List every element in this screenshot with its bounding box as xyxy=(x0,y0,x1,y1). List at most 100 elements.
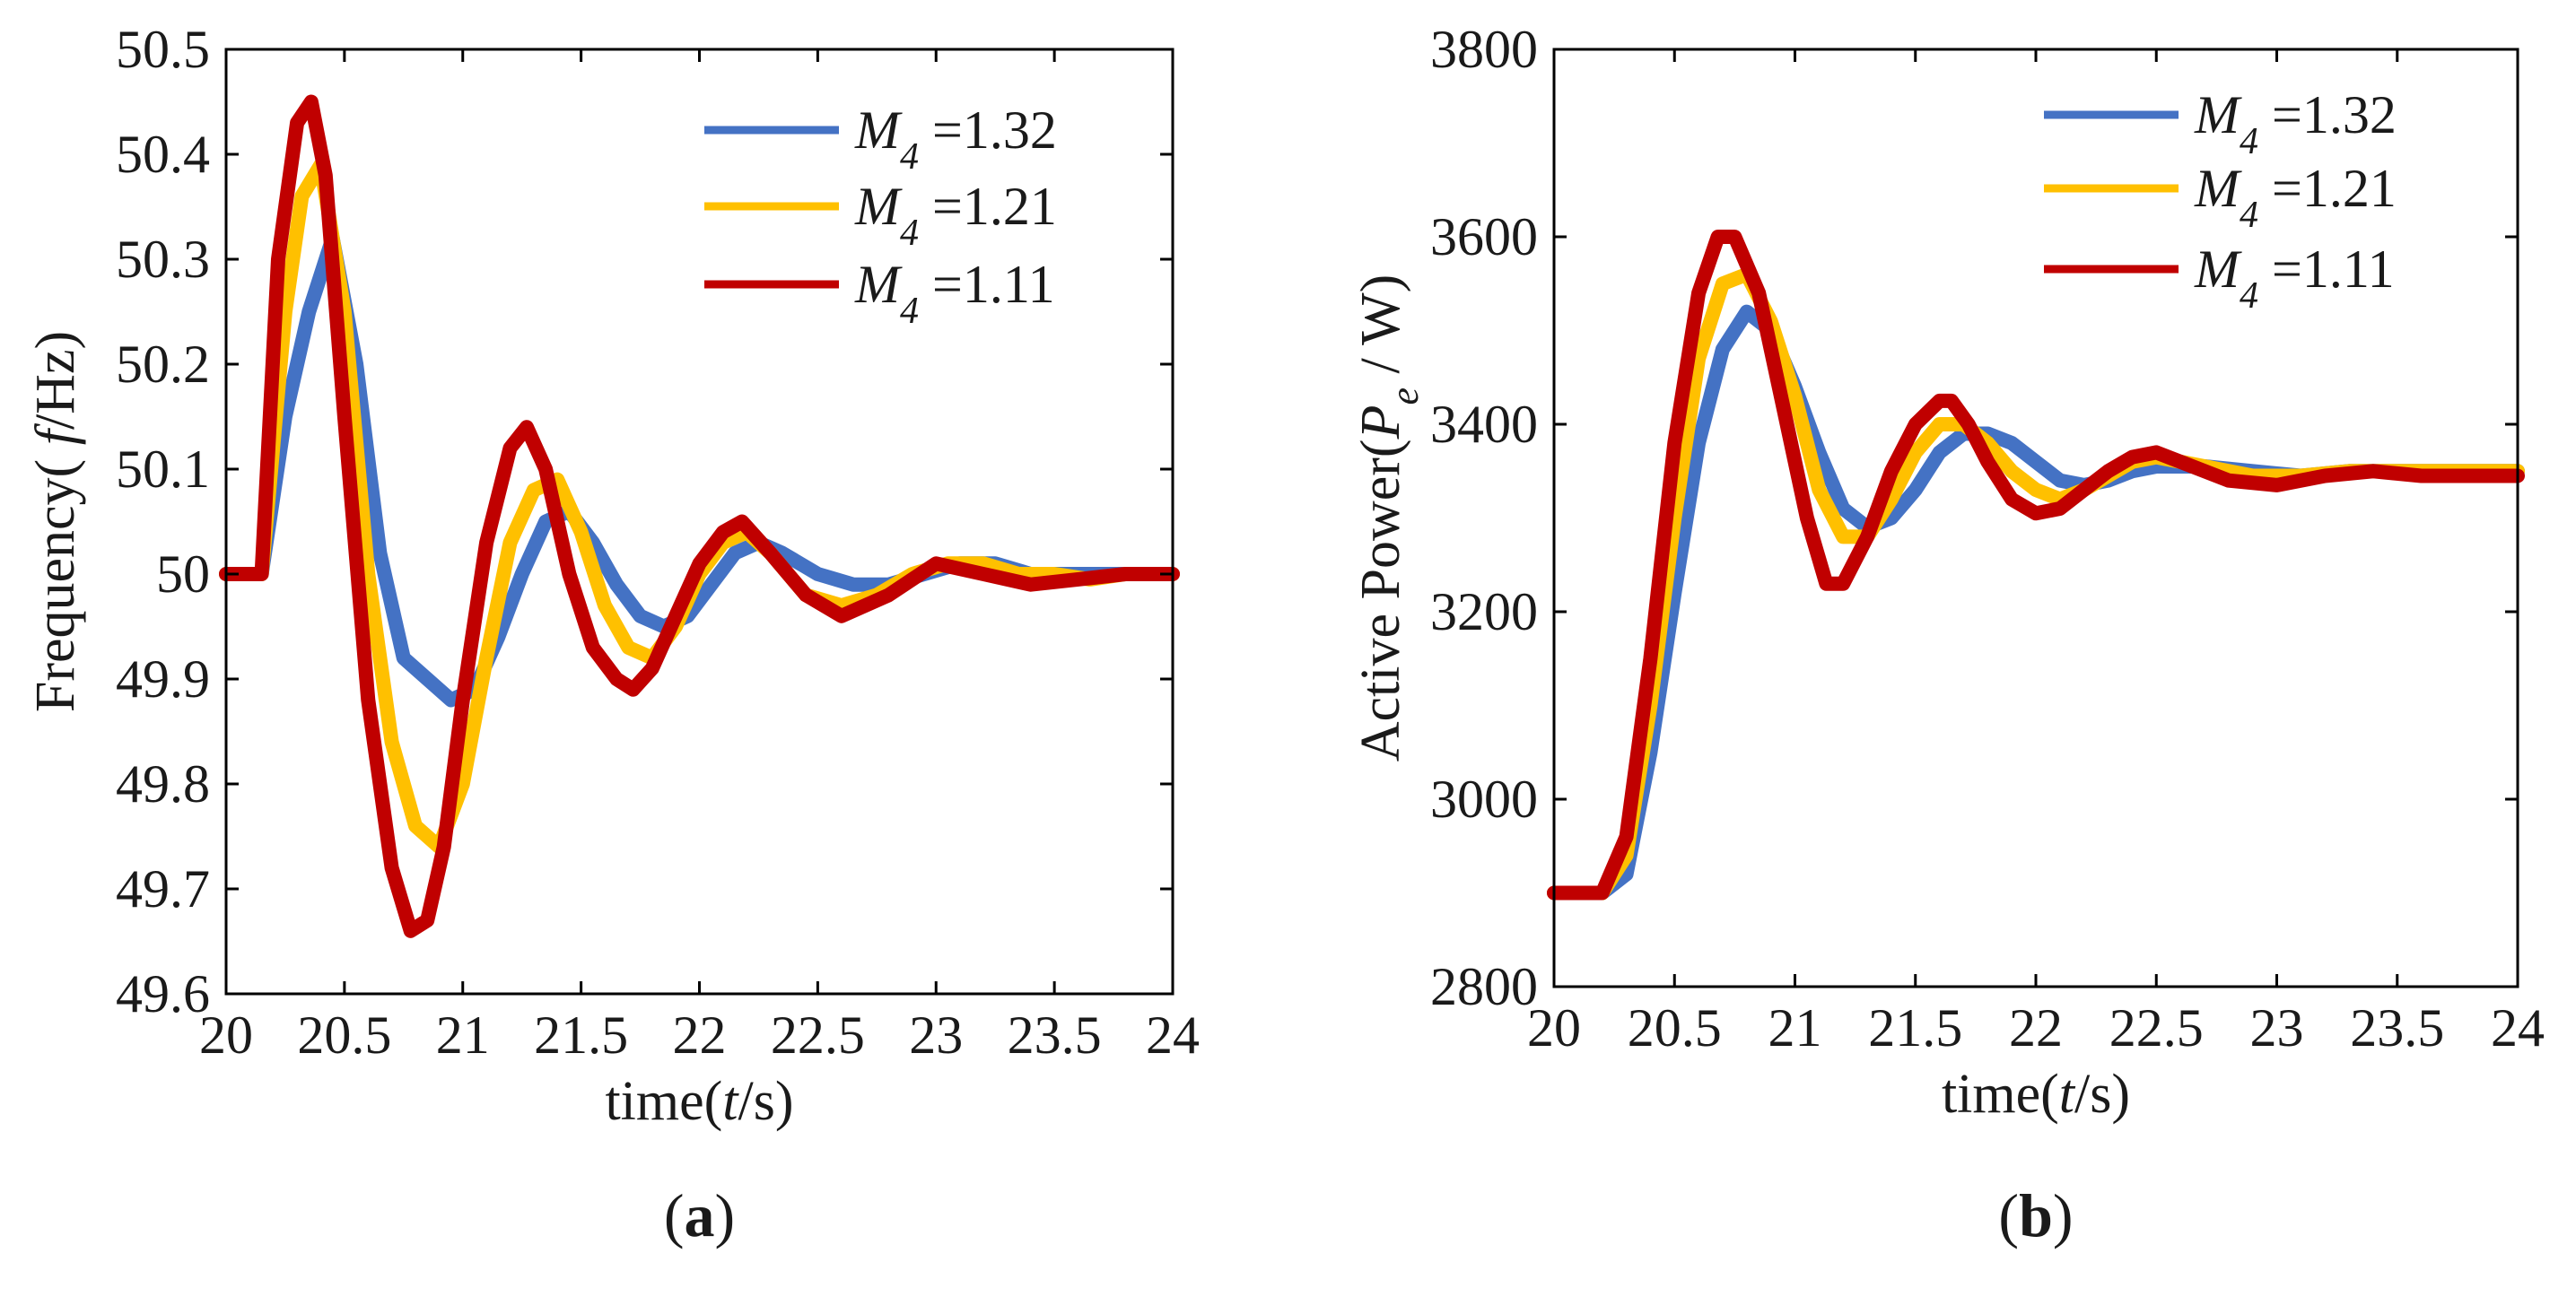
y-tick-label: 3200 xyxy=(1430,582,1538,641)
legend-subscript: 4 xyxy=(900,291,919,332)
panel-label-letter: a xyxy=(685,1181,715,1249)
legend-symbol: M xyxy=(2194,239,2242,299)
y-tick-label: 50 xyxy=(156,544,210,604)
legend-item-3: M4 =1.11 xyxy=(704,255,1055,332)
x-tick-label: 24 xyxy=(2491,998,2545,1058)
x-axis-label-prefix: time( xyxy=(605,1071,722,1132)
legend-label: M4 =1.11 xyxy=(854,255,1055,332)
legend-label: M4 =1.21 xyxy=(2194,159,2397,236)
legend-item-2: M4 =1.21 xyxy=(2044,159,2397,236)
y-tick-label: 3600 xyxy=(1430,207,1538,266)
ticks-layer-a: 20 20.5 21 21.5 22 22.5 23 23.5 24 49.6 49.7 49.8 49… xyxy=(116,20,1200,1065)
legend-subscript: 4 xyxy=(900,136,919,178)
y-tick-label: 50.1 xyxy=(116,440,210,499)
y-tick-label: 2800 xyxy=(1430,957,1538,1016)
legend-label: M4 =1.32 xyxy=(2194,85,2397,162)
x-axis-label-var: t xyxy=(2059,1064,2076,1125)
legend-symbol: M xyxy=(854,177,903,236)
y-tick-label: 49.7 xyxy=(116,859,210,918)
legend-value: =1.32 xyxy=(919,100,1057,160)
y-tick-label: 3800 xyxy=(1430,20,1538,79)
y-axis-label-suffix: / W) xyxy=(1350,274,1411,387)
legend-value: =1.32 xyxy=(2258,85,2397,144)
x-tick-label: 21 xyxy=(436,1005,490,1065)
legend-subscript: 4 xyxy=(900,213,919,254)
x-tick-label: 20.5 xyxy=(1628,998,1722,1058)
y-tick-label: 50.5 xyxy=(116,20,210,79)
x-tick-label: 20 xyxy=(1527,998,1581,1058)
y-tick-label: 49.9 xyxy=(116,649,210,709)
y-axis-label-prefix: Frequency( xyxy=(25,445,86,712)
x-tick-label: 24 xyxy=(1146,1005,1200,1065)
y-tick-label: 50.4 xyxy=(116,125,210,184)
y-tick-label: 3400 xyxy=(1430,395,1538,454)
x-axis-label-prefix: time( xyxy=(1942,1064,2059,1125)
x-tick-label: 21 xyxy=(1768,998,1822,1058)
y-tick-label: 49.8 xyxy=(116,754,210,814)
y-axis-label-prefix: Active Power( xyxy=(1350,439,1411,762)
x-tick-label: 22 xyxy=(2009,998,2063,1058)
x-tick-label: 21.5 xyxy=(534,1005,628,1065)
legend-item-1: M4 =1.32 xyxy=(2044,85,2397,162)
y-tick-label: 3000 xyxy=(1430,770,1538,829)
x-tick-label: 23.5 xyxy=(2350,998,2444,1058)
x-axis-label-suffix: /s) xyxy=(738,1071,794,1132)
legend-subscript: 4 xyxy=(2240,121,2258,162)
y-axis-label-var: P xyxy=(1350,405,1411,440)
x-axis-label-suffix: /s) xyxy=(2074,1064,2130,1125)
x-tick-label: 22 xyxy=(673,1005,727,1065)
x-axis-label-a: time(t/s) xyxy=(605,1071,793,1132)
x-tick-label: 20 xyxy=(199,1005,253,1065)
x-tick-label: 21.5 xyxy=(1868,998,1962,1058)
series-line-2 xyxy=(1547,266,2525,901)
panel-label-close: ) xyxy=(2053,1181,2074,1249)
legend-value: =1.21 xyxy=(2258,159,2397,218)
panel-label-close: ) xyxy=(715,1181,736,1249)
x-tick-label: 23.5 xyxy=(1008,1005,1102,1065)
legend-symbol: M xyxy=(2194,159,2242,218)
legend-symbol: M xyxy=(854,100,903,160)
series-layer-a xyxy=(219,94,1180,938)
legend-label: M4 =1.11 xyxy=(2194,239,2395,317)
legend-value: =1.21 xyxy=(919,177,1057,236)
x-tick-label: 23 xyxy=(2250,998,2304,1058)
series-line-3 xyxy=(219,94,1180,938)
series-layer-b xyxy=(1547,230,2525,901)
series-line-3 xyxy=(1547,230,2525,901)
legend-symbol: M xyxy=(2194,85,2242,144)
panel-label-b: (b) xyxy=(1998,1181,2073,1249)
panel-label-open: ( xyxy=(1998,1181,2019,1249)
y-tick-label: 50.3 xyxy=(116,230,210,289)
legend-subscript: 4 xyxy=(2240,275,2258,317)
legend-item-3: M4 =1.11 xyxy=(2044,239,2395,317)
y-axis-label-b: Active Power(Pe / W) xyxy=(1350,274,1426,762)
x-tick-label: 22.5 xyxy=(2109,998,2204,1058)
legend-symbol: M xyxy=(854,255,903,314)
y-axis-label-suffix: /Hz) xyxy=(25,331,86,430)
y-axis-label-a: Frequency( f/Hz) xyxy=(25,331,86,712)
legend-label: M4 =1.21 xyxy=(854,177,1057,254)
ticks-layer-b: 20 20.5 21 21.5 22 22.5 23 23.5 24 2800 3000 3200 34… xyxy=(1430,20,2545,1058)
y-tick-label: 50.2 xyxy=(116,335,210,394)
x-tick-label: 22.5 xyxy=(771,1005,865,1065)
panel-label-open: ( xyxy=(664,1181,685,1249)
panel-label-a: (a) xyxy=(664,1181,735,1249)
y-tick-label: 49.6 xyxy=(116,964,210,1023)
legend-value: =1.11 xyxy=(919,255,1055,314)
y-axis-label-sub: e xyxy=(1383,387,1427,405)
legend-item-2: M4 =1.21 xyxy=(704,177,1057,254)
x-tick-label: 20.5 xyxy=(297,1005,391,1065)
legend-value: =1.11 xyxy=(2258,239,2395,299)
x-axis-label-b: time(t/s) xyxy=(1942,1064,2130,1125)
legend-subscript: 4 xyxy=(2240,195,2258,236)
x-axis-label-var: t xyxy=(722,1071,739,1132)
chart-panel-b: 20 20.5 21 21.5 22 22.5 23 23.5 24 2800 3000 3200 34… xyxy=(1350,20,2545,1249)
x-tick-label: 23 xyxy=(909,1005,963,1065)
panel-label-letter: b xyxy=(2019,1181,2053,1249)
legend-label: M4 =1.32 xyxy=(854,100,1057,178)
chart-panel-a: 20 20.5 21 21.5 22 22.5 23 23.5 24 49.6 49.7 49.8 49… xyxy=(25,20,1200,1249)
legend-item-1: M4 =1.32 xyxy=(704,100,1057,178)
